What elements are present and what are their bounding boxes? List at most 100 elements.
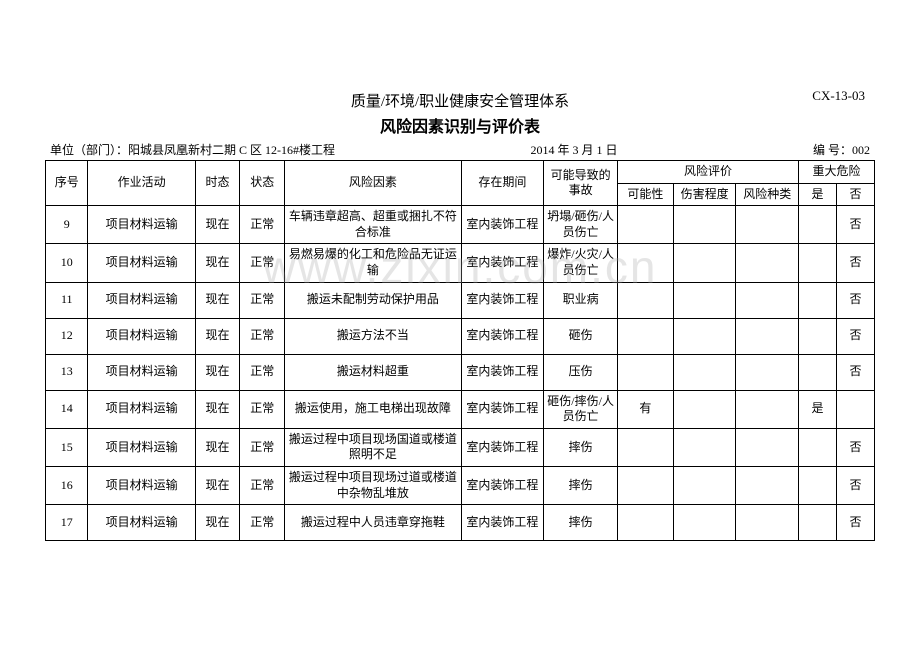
cell-risktype xyxy=(736,354,799,390)
cell-factor: 搬运材料超重 xyxy=(285,354,462,390)
cell-major_no: 否 xyxy=(836,318,874,354)
cell-activity: 项目材料运输 xyxy=(88,354,195,390)
cell-activity: 项目材料运输 xyxy=(88,428,195,466)
cell-seq: 11 xyxy=(46,282,88,318)
cell-factor: 车辆违章超高、超重或捆扎不符合标准 xyxy=(285,206,462,244)
cell-seq: 9 xyxy=(46,206,88,244)
cell-injury xyxy=(673,505,736,541)
cell-injury xyxy=(673,318,736,354)
cell-major_yes xyxy=(798,318,836,354)
cell-possibility xyxy=(618,244,674,282)
cell-timing: 现在 xyxy=(195,282,240,318)
title-table: 风险因素识别与评价表 xyxy=(45,113,875,137)
table-row: 11项目材料运输现在正常搬运未配制劳动保护用品室内装饰工程职业病否 xyxy=(46,282,875,318)
col-injury: 伤害程度 xyxy=(673,183,736,206)
cell-state: 正常 xyxy=(240,466,285,504)
cell-possibility xyxy=(618,505,674,541)
cell-risktype xyxy=(736,206,799,244)
cell-state: 正常 xyxy=(240,244,285,282)
cell-state: 正常 xyxy=(240,318,285,354)
cell-period: 室内装饰工程 xyxy=(461,428,544,466)
cell-major_no: 否 xyxy=(836,244,874,282)
cell-timing: 现在 xyxy=(195,318,240,354)
cell-possibility xyxy=(618,428,674,466)
cell-activity: 项目材料运输 xyxy=(88,206,195,244)
cell-accident: 坍塌/砸伤/人员伤亡 xyxy=(544,206,618,244)
cell-injury xyxy=(673,206,736,244)
cell-state: 正常 xyxy=(240,206,285,244)
risk-table: 序号 作业活动 时态 状态 风险因素 存在期间 可能导致的事故 风险评价 重大危… xyxy=(45,160,875,541)
col-major-yes: 是 xyxy=(798,183,836,206)
cell-major_yes xyxy=(798,505,836,541)
cell-injury xyxy=(673,428,736,466)
meta-unit: 单位（部门）：阳城县凤凰新村二期 C 区 12-16#楼工程 xyxy=(50,141,335,158)
cell-timing: 现在 xyxy=(195,505,240,541)
col-risktype: 风险种类 xyxy=(736,183,799,206)
cell-possibility xyxy=(618,466,674,504)
cell-activity: 项目材料运输 xyxy=(88,505,195,541)
cell-accident: 压伤 xyxy=(544,354,618,390)
cell-timing: 现在 xyxy=(195,390,240,428)
cell-activity: 项目材料运输 xyxy=(88,390,195,428)
cell-major_yes: 是 xyxy=(798,390,836,428)
cell-risktype xyxy=(736,466,799,504)
cell-accident: 摔伤 xyxy=(544,466,618,504)
cell-period: 室内装饰工程 xyxy=(461,206,544,244)
cell-major_no: 否 xyxy=(836,354,874,390)
col-seq: 序号 xyxy=(46,161,88,206)
cell-injury xyxy=(673,466,736,504)
table-row: 12项目材料运输现在正常搬运方法不当室内装饰工程砸伤否 xyxy=(46,318,875,354)
cell-accident: 砸伤 xyxy=(544,318,618,354)
cell-injury xyxy=(673,244,736,282)
cell-timing: 现在 xyxy=(195,354,240,390)
cell-major_no: 否 xyxy=(836,206,874,244)
table-row: 9项目材料运输现在正常车辆违章超高、超重或捆扎不符合标准室内装饰工程坍塌/砸伤/… xyxy=(46,206,875,244)
cell-major_yes xyxy=(798,354,836,390)
cell-possibility xyxy=(618,282,674,318)
col-major-group: 重大危险 xyxy=(798,161,874,184)
cell-period: 室内装饰工程 xyxy=(461,354,544,390)
cell-major_yes xyxy=(798,244,836,282)
cell-activity: 项目材料运输 xyxy=(88,244,195,282)
doc-code: CX-13-03 xyxy=(812,88,865,104)
cell-major_yes xyxy=(798,282,836,318)
meta-date: 2014 年 3 月 1 日 xyxy=(531,141,618,158)
cell-major_no: 否 xyxy=(836,282,874,318)
cell-risktype xyxy=(736,505,799,541)
col-timing: 时态 xyxy=(195,161,240,206)
cell-state: 正常 xyxy=(240,282,285,318)
cell-accident: 摔伤 xyxy=(544,505,618,541)
cell-accident: 爆炸/火灾/人员伤亡 xyxy=(544,244,618,282)
cell-period: 室内装饰工程 xyxy=(461,390,544,428)
docno-value: 002 xyxy=(852,143,870,157)
cell-timing: 现在 xyxy=(195,428,240,466)
cell-possibility xyxy=(618,206,674,244)
cell-seq: 14 xyxy=(46,390,88,428)
meta-row: 单位（部门）：阳城县凤凰新村二期 C 区 12-16#楼工程 2014 年 3 … xyxy=(45,141,875,158)
cell-risktype xyxy=(736,428,799,466)
unit-label: 单位（部门）： xyxy=(50,143,128,157)
col-activity: 作业活动 xyxy=(88,161,195,206)
table-row: 16项目材料运输现在正常搬运过程中项目现场过道或楼道中杂物乱堆放室内装饰工程摔伤… xyxy=(46,466,875,504)
cell-seq: 10 xyxy=(46,244,88,282)
cell-major_yes xyxy=(798,206,836,244)
cell-state: 正常 xyxy=(240,505,285,541)
cell-injury xyxy=(673,282,736,318)
cell-period: 室内装饰工程 xyxy=(461,505,544,541)
cell-activity: 项目材料运输 xyxy=(88,466,195,504)
cell-possibility xyxy=(618,354,674,390)
table-row: 13项目材料运输现在正常搬运材料超重室内装饰工程压伤否 xyxy=(46,354,875,390)
col-possibility: 可能性 xyxy=(618,183,674,206)
cell-state: 正常 xyxy=(240,390,285,428)
cell-timing: 现在 xyxy=(195,466,240,504)
table-row: 10项目材料运输现在正常易燃易爆的化工和危险品无证运输室内装饰工程爆炸/火灾/人… xyxy=(46,244,875,282)
cell-factor: 搬运方法不当 xyxy=(285,318,462,354)
cell-risktype xyxy=(736,390,799,428)
cell-factor: 搬运过程中项目现场过道或楼道中杂物乱堆放 xyxy=(285,466,462,504)
cell-seq: 15 xyxy=(46,428,88,466)
col-state: 状态 xyxy=(240,161,285,206)
cell-accident: 摔伤 xyxy=(544,428,618,466)
cell-risktype xyxy=(736,318,799,354)
table-row: 15项目材料运输现在正常搬运过程中项目现场国道或楼道照明不足室内装饰工程摔伤否 xyxy=(46,428,875,466)
cell-major_no xyxy=(836,390,874,428)
